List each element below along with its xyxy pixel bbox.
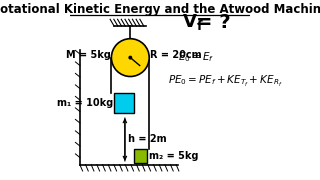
Text: Rotational Kinetic Energy and the Atwood Machine: Rotational Kinetic Energy and the Atwood… bbox=[0, 3, 320, 16]
Text: m₁ = 10kg: m₁ = 10kg bbox=[57, 98, 113, 108]
Bar bbox=[114, 93, 134, 113]
Bar bbox=[134, 149, 148, 163]
Circle shape bbox=[111, 39, 149, 76]
Text: M = 5kg: M = 5kg bbox=[66, 50, 110, 60]
Text: $E_0 = E_f$: $E_0 = E_f$ bbox=[178, 51, 214, 64]
Text: m₂ = 5kg: m₂ = 5kg bbox=[149, 151, 199, 161]
Circle shape bbox=[129, 56, 132, 59]
Text: h = 2m: h = 2m bbox=[128, 134, 166, 144]
Text: $PE_0 = PE_f + KE_{T_f} + KE_{R_f}$: $PE_0 = PE_f + KE_{T_f} + KE_{R_f}$ bbox=[168, 74, 283, 89]
Text: R = 20cm: R = 20cm bbox=[150, 50, 202, 60]
Text: $\mathbf{V_f}$: $\mathbf{V_f}$ bbox=[182, 12, 204, 33]
Text: = ?: = ? bbox=[196, 13, 231, 32]
